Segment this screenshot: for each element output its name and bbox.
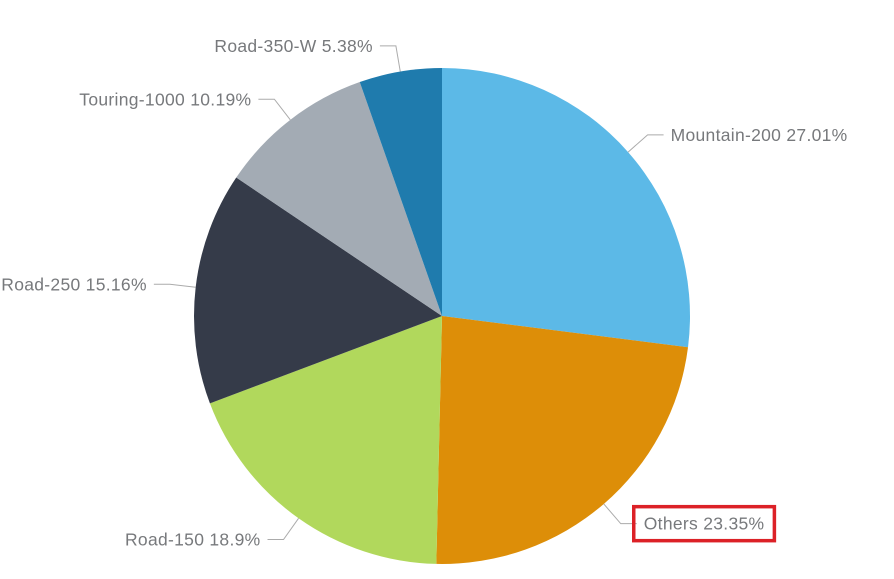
label-mountain-200[interactable]: Mountain-200 27.01% [671, 125, 848, 145]
pie-slice-road-350-w[interactable] [359, 68, 442, 316]
pie-slice-touring-1000[interactable] [236, 82, 442, 316]
label-road-350-w[interactable]: Road-350-W 5.38% [214, 36, 373, 56]
label-line-road-150 [267, 518, 299, 541]
label-road-150[interactable]: Road-150 18.9% [125, 530, 261, 550]
highlight-box-others [632, 504, 777, 543]
label-touring-1000[interactable]: Touring-1000 10.19% [79, 89, 251, 109]
pie-slice-road-250[interactable] [194, 177, 442, 404]
pie-slice-mountain-200[interactable] [442, 67, 691, 348]
label-road-250[interactable]: Road-250 15.16% [1, 274, 147, 294]
label-line-touring-1000 [258, 98, 291, 121]
label-line-mountain-200 [627, 134, 664, 153]
label-line-others [603, 503, 637, 525]
pie-slice-road-150[interactable] [209, 316, 442, 564]
label-line-road-250 [153, 283, 196, 288]
label-line-road-350-w [379, 45, 401, 72]
pie-slice-others[interactable] [436, 316, 689, 564]
label-others[interactable]: Others 23.35% [644, 514, 765, 534]
